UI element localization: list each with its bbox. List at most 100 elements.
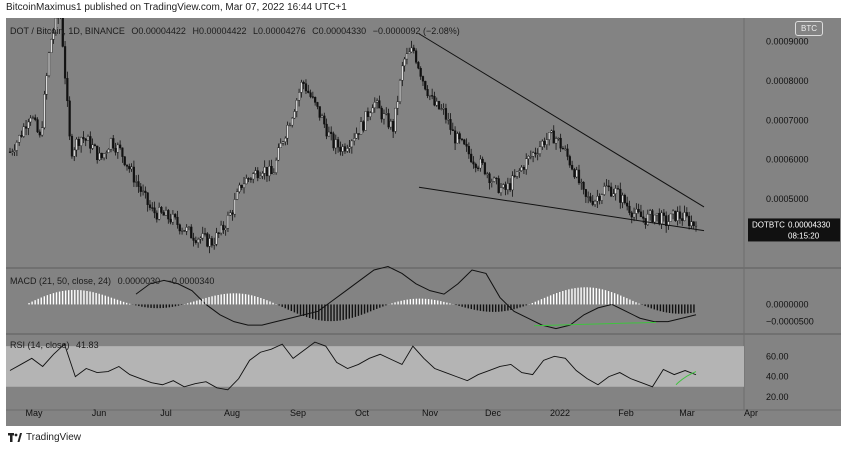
candle-body (119, 144, 122, 149)
candle-body (233, 199, 236, 215)
candle-body (43, 94, 46, 128)
candle-body (380, 107, 383, 120)
low-value: L0.00004276 (253, 26, 306, 36)
candle-body (460, 138, 464, 141)
candle-body (362, 121, 365, 131)
candle-body (54, 18, 57, 33)
candle-body (440, 108, 443, 110)
candle-body (442, 108, 445, 110)
candle-body (577, 169, 581, 184)
candle-body (382, 113, 386, 120)
candle-body (421, 76, 425, 82)
candle-body (41, 127, 44, 136)
candle-body (29, 117, 32, 123)
candle-body (366, 111, 370, 117)
rsi-tick-label: 20.00 (766, 392, 789, 402)
candle-body (375, 100, 379, 103)
price-tag-box (748, 218, 840, 242)
candle-body (566, 148, 569, 157)
price-tag-symbol: DOTBTC (752, 220, 785, 229)
candle-body (373, 102, 376, 109)
candle-body (82, 137, 85, 140)
candle-body (190, 226, 193, 239)
candle-body (50, 39, 53, 53)
candle-body (506, 183, 509, 190)
candle-body (137, 181, 140, 187)
candle-body (281, 141, 285, 144)
candle-body (144, 190, 147, 193)
candle-body (314, 97, 317, 103)
candle-body (497, 178, 500, 193)
macd-value-2: −0.0000340 (166, 276, 215, 286)
candle-body (378, 100, 381, 109)
candle-body (671, 210, 675, 215)
candle-body (176, 216, 179, 225)
candle-body (210, 238, 213, 246)
candle-body (502, 184, 505, 188)
candle-body (690, 221, 693, 226)
time-tick-label: Sep (290, 408, 306, 418)
time-tick-label: Nov (422, 408, 439, 418)
time-tick-label: Aug (224, 408, 240, 418)
candle-body (616, 188, 620, 190)
candle-body (678, 211, 682, 219)
candle-body (467, 145, 470, 155)
candle-body (389, 121, 392, 128)
candle-body (515, 171, 519, 177)
candle-body (476, 167, 480, 169)
candle-body (45, 75, 48, 95)
candle-body (561, 147, 565, 150)
candle-body (398, 80, 402, 102)
candle-body (470, 153, 473, 163)
candle-body (13, 150, 16, 152)
rsi-tick-label: 60.00 (766, 351, 789, 361)
candle-body (513, 175, 516, 177)
candle-body (603, 186, 606, 195)
candle-body (639, 211, 643, 218)
candle-body (275, 159, 278, 173)
candle-body (646, 213, 649, 225)
candle-body (327, 131, 331, 137)
candle-body (304, 83, 308, 92)
candle-body (36, 119, 39, 133)
open-value: O0.00004422 (131, 26, 186, 36)
candle-body (38, 131, 41, 136)
candle-body (217, 232, 220, 234)
footer: TradingView (8, 432, 81, 443)
candle-body (77, 138, 80, 146)
candle-body (247, 178, 250, 180)
candle-body (683, 212, 686, 221)
candle-body (93, 144, 96, 147)
candle-body (231, 212, 234, 215)
candle-body (685, 212, 688, 217)
time-tick-label: Jul (160, 408, 172, 418)
price-tag-value: 0.00004330 (788, 220, 831, 229)
candle-body (295, 99, 298, 112)
candle-body (24, 126, 28, 129)
candle-body (433, 96, 436, 106)
candle-body (417, 62, 420, 69)
time-tick-label: Feb (618, 408, 634, 418)
candle-body (252, 173, 255, 180)
chart-frame[interactable]: 0.0009000 0.0008000 0.0007000 0.0006000 0.00… (6, 18, 841, 426)
macd-line (135, 266, 697, 330)
time-tick-label: Apr (744, 408, 758, 418)
candle-body (483, 162, 487, 175)
chart-canvas[interactable]: 0.0009000 0.0008000 0.0007000 0.0006000 0.00… (6, 18, 841, 426)
candle-body (692, 221, 695, 226)
candle-body (545, 139, 548, 145)
price-tick-label: 0.0006000 (766, 155, 809, 165)
candle-body (96, 145, 99, 161)
price-tick-label: 0.0007000 (766, 115, 809, 125)
candle-body (258, 175, 262, 179)
rsi-divergence-line (675, 371, 697, 386)
candle-body (192, 237, 195, 241)
currency-badge[interactable]: BTC (795, 21, 823, 36)
candle-body (316, 102, 319, 107)
candle-body (541, 140, 544, 148)
candle-body (27, 121, 30, 129)
candle-body (479, 158, 482, 169)
candle-body (587, 196, 590, 198)
candle-body (458, 133, 461, 140)
candle-body (125, 164, 129, 167)
